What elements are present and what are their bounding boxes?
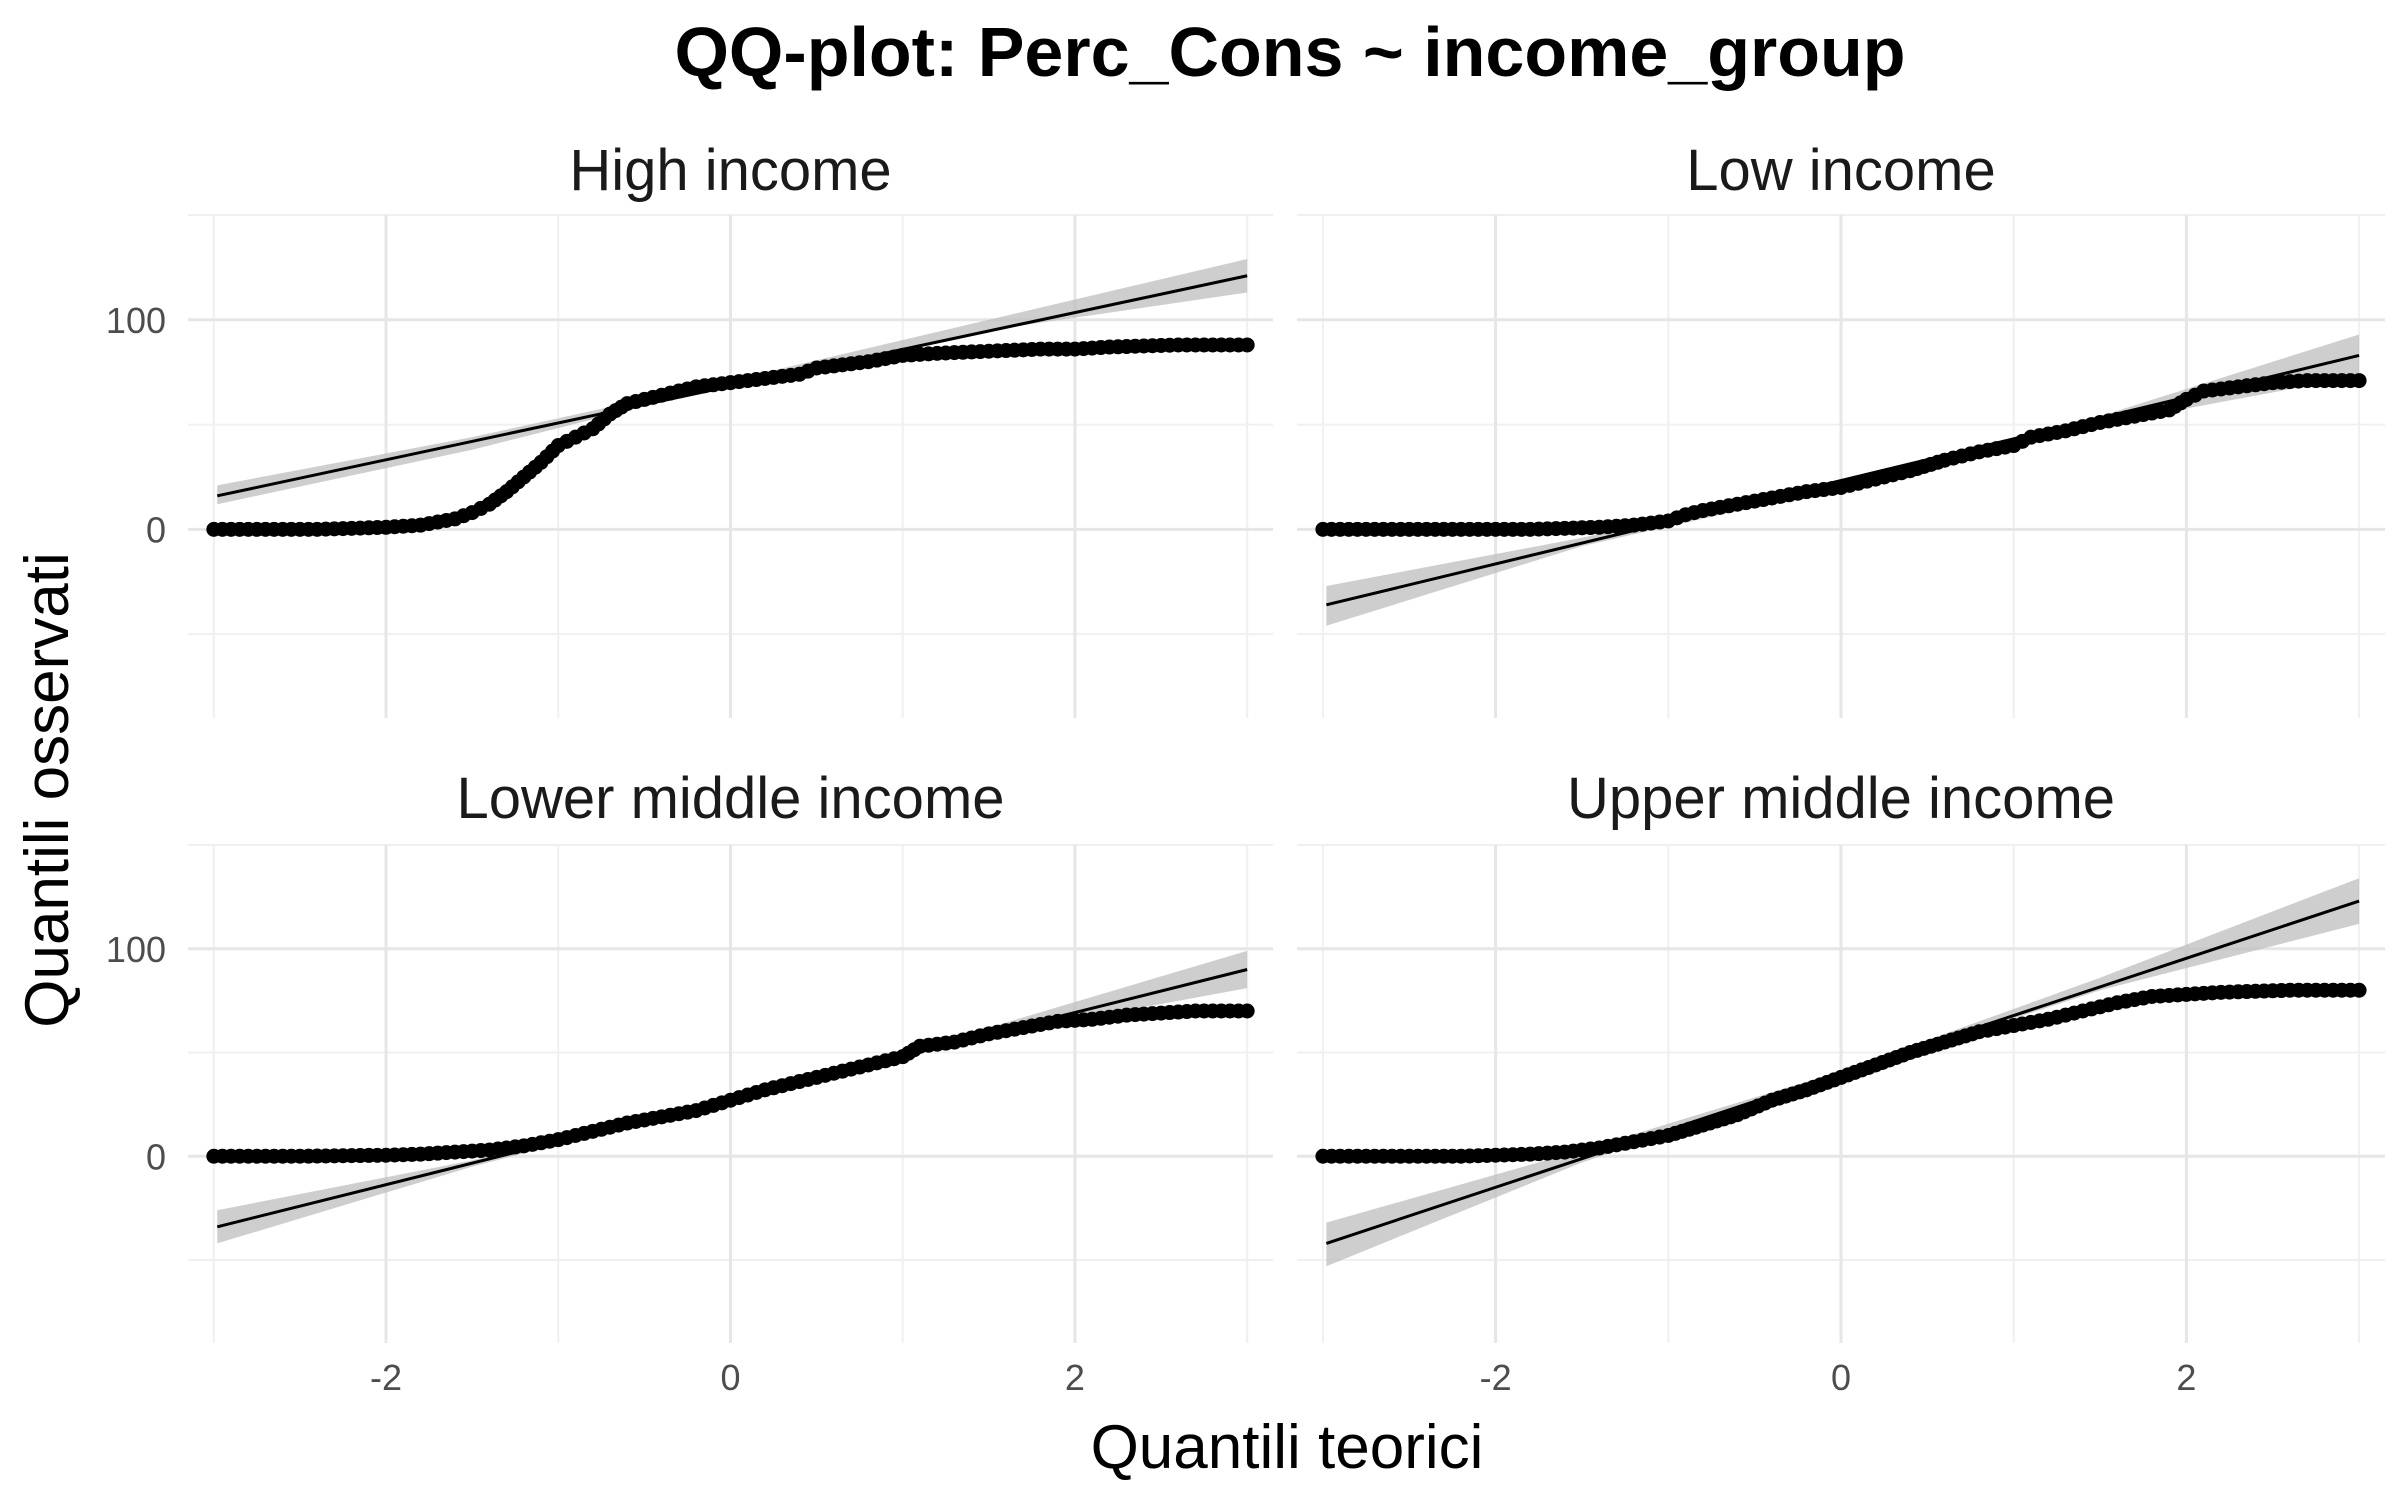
qq-point <box>1239 337 1255 353</box>
chart-title: QQ-plot: Perc_Cons ~ income_group <box>674 13 1905 91</box>
facet-strip-label: Lower middle income <box>456 766 1004 831</box>
facet-panel-low-income: Low income <box>1297 138 2385 718</box>
facet-panel-high-income: High income <box>188 138 1273 718</box>
y-tick-label: 100 <box>106 929 166 970</box>
facet-strip-label: Low income <box>1686 138 1995 203</box>
y-axis-title: Quantili osservati <box>13 552 82 1028</box>
qq-point <box>1239 1003 1255 1019</box>
x-axis-title: Quantili teorici <box>1091 1413 1484 1482</box>
qq-point <box>2351 982 2367 998</box>
x-tick-label: -2 <box>1480 1357 1512 1398</box>
y-axis-tick-labels: 0 100 0 100 <box>106 300 166 1177</box>
x-axis-tick-labels: -2 0 2 -2 0 2 <box>370 1357 2196 1398</box>
x-tick-label: 2 <box>1065 1357 1085 1398</box>
y-tick-label: 0 <box>146 509 166 550</box>
qq-point <box>2351 373 2367 389</box>
facet-panel-lower-middle-income: Lower middle income <box>188 766 1273 1343</box>
facet-strip-label: Upper middle income <box>1567 766 2115 831</box>
x-tick-label: 2 <box>2176 1357 2196 1398</box>
facet-strip-label: High income <box>569 138 891 203</box>
y-tick-label: 0 <box>146 1136 166 1177</box>
x-tick-label: 0 <box>720 1357 740 1398</box>
x-tick-label: 0 <box>1831 1357 1851 1398</box>
facet-panel-upper-middle-income: Upper middle income <box>1297 766 2385 1343</box>
y-tick-label: 100 <box>106 300 166 341</box>
x-tick-label: -2 <box>370 1357 402 1398</box>
